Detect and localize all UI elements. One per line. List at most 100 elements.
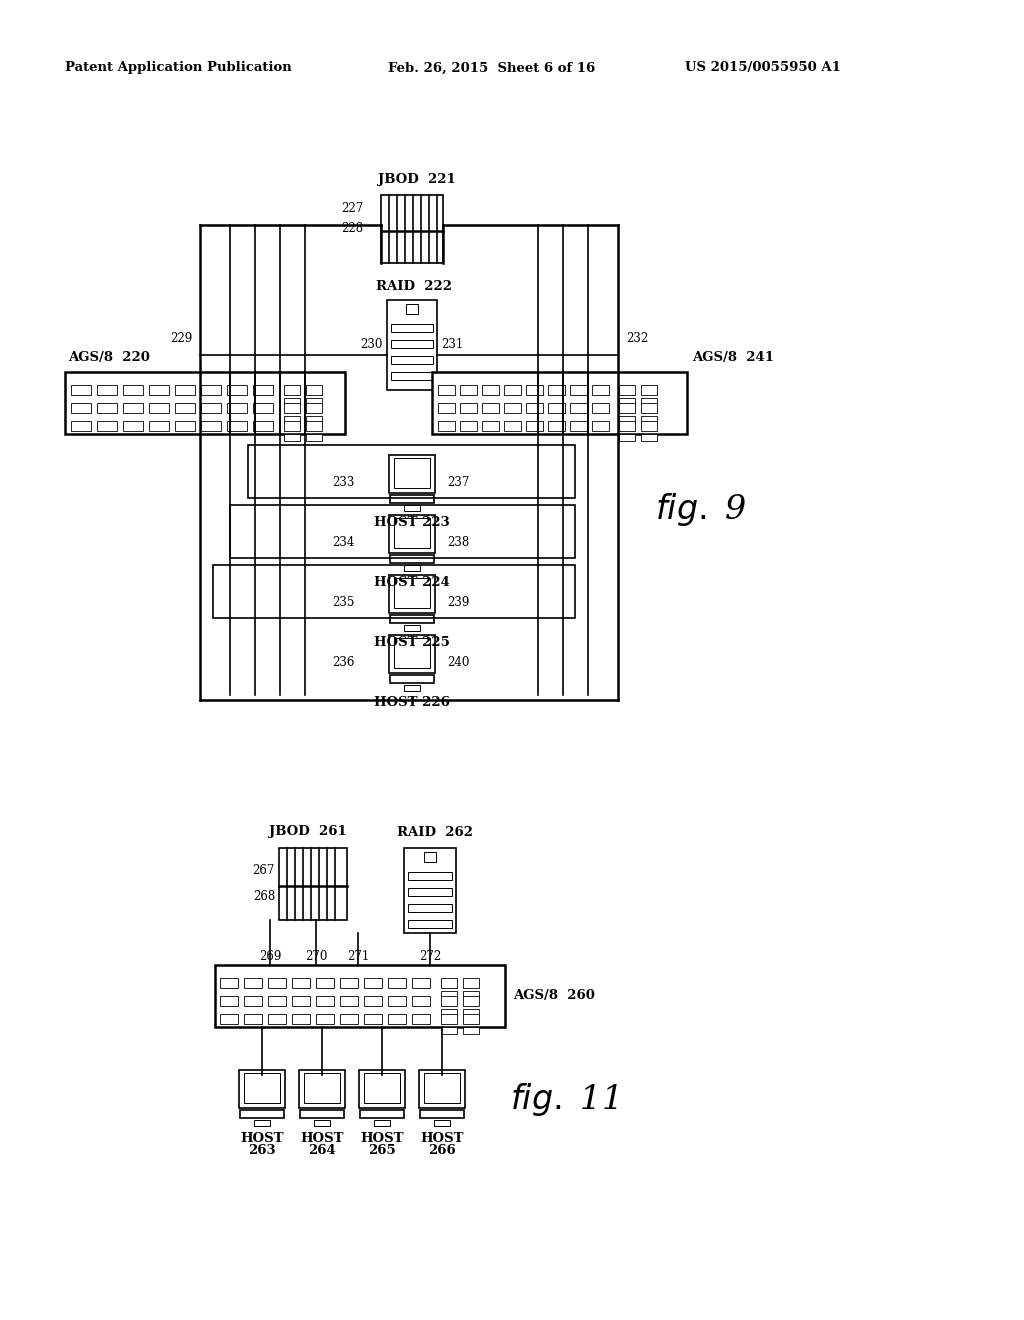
Bar <box>248 445 575 498</box>
Bar <box>463 1008 479 1016</box>
Bar <box>463 991 479 998</box>
Bar <box>123 403 143 413</box>
Bar <box>239 1071 285 1107</box>
Bar <box>279 847 347 920</box>
Bar <box>359 1071 406 1107</box>
Bar <box>592 421 609 432</box>
Bar <box>419 1071 465 1107</box>
Bar <box>268 997 286 1006</box>
Text: 237: 237 <box>447 475 469 488</box>
Bar <box>641 403 657 413</box>
Bar <box>387 300 437 389</box>
Bar <box>404 847 456 933</box>
Bar <box>548 403 565 413</box>
Bar <box>391 341 433 348</box>
Bar <box>504 385 521 395</box>
Bar <box>408 873 452 880</box>
Bar <box>314 1119 330 1126</box>
Bar <box>390 495 434 503</box>
Text: Feb. 26, 2015  Sheet 6 of 16: Feb. 26, 2015 Sheet 6 of 16 <box>388 62 595 74</box>
Bar <box>175 421 195 432</box>
Bar <box>391 372 433 380</box>
Bar <box>306 421 322 432</box>
Bar <box>97 421 117 432</box>
Bar <box>641 434 657 441</box>
Bar <box>441 1014 457 1024</box>
Bar <box>408 920 452 928</box>
Text: AGS/8  220: AGS/8 220 <box>68 351 150 364</box>
Bar <box>406 304 418 314</box>
Bar <box>463 1014 479 1024</box>
Bar <box>306 385 322 395</box>
Text: 239: 239 <box>447 595 469 609</box>
Bar <box>240 1110 284 1118</box>
Bar <box>254 1119 270 1126</box>
Bar <box>374 1119 390 1126</box>
Bar <box>548 385 565 395</box>
Bar <box>292 997 310 1006</box>
Bar <box>389 576 435 612</box>
Bar <box>391 356 433 364</box>
Text: HOST: HOST <box>420 1131 464 1144</box>
Bar <box>394 517 430 548</box>
Bar <box>389 515 435 553</box>
Bar <box>412 1014 430 1024</box>
Bar <box>150 403 169 413</box>
Bar <box>390 675 434 682</box>
Bar <box>364 997 382 1006</box>
Bar <box>592 403 609 413</box>
Bar <box>201 403 221 413</box>
Bar <box>618 421 635 432</box>
Bar <box>434 1119 450 1126</box>
Bar <box>364 1073 400 1104</box>
Bar <box>284 399 300 405</box>
Bar <box>150 385 169 395</box>
Bar <box>404 624 420 631</box>
Text: 227: 227 <box>341 202 362 215</box>
Bar <box>213 565 575 618</box>
Bar <box>340 1014 358 1024</box>
Bar <box>381 195 443 263</box>
Text: RAID  222: RAID 222 <box>376 281 452 293</box>
Bar <box>97 403 117 413</box>
Text: $\it{fig.}$ 9: $\it{fig.}$ 9 <box>655 491 748 528</box>
Bar <box>441 978 457 987</box>
Bar <box>306 416 322 422</box>
Bar <box>71 421 91 432</box>
Bar <box>201 385 221 395</box>
Bar <box>284 416 300 422</box>
Bar <box>253 385 273 395</box>
Bar <box>641 385 657 395</box>
Bar <box>394 578 430 609</box>
Bar <box>123 385 143 395</box>
Bar <box>388 978 406 987</box>
Bar <box>340 997 358 1006</box>
Text: 235: 235 <box>332 595 354 609</box>
Bar <box>230 506 575 558</box>
Bar <box>618 399 635 405</box>
Text: 263: 263 <box>248 1144 275 1158</box>
Bar <box>592 385 609 395</box>
Text: US 2015/0055950 A1: US 2015/0055950 A1 <box>685 62 841 74</box>
Bar <box>463 978 479 987</box>
Text: AGS/8  241: AGS/8 241 <box>692 351 774 364</box>
Bar <box>570 421 587 432</box>
Bar <box>388 997 406 1006</box>
Bar <box>292 1014 310 1024</box>
Bar <box>364 978 382 987</box>
Bar <box>441 1008 457 1016</box>
Bar <box>438 403 455 413</box>
Bar <box>526 421 543 432</box>
Bar <box>253 403 273 413</box>
Text: RAID  262: RAID 262 <box>397 825 473 838</box>
Bar <box>304 1073 340 1104</box>
Bar <box>71 403 91 413</box>
Bar <box>175 385 195 395</box>
Bar <box>618 434 635 441</box>
Bar <box>360 1110 404 1118</box>
Text: 268: 268 <box>253 890 275 903</box>
Bar <box>65 372 345 434</box>
Bar <box>340 978 358 987</box>
Bar <box>220 997 238 1006</box>
Bar <box>316 997 334 1006</box>
